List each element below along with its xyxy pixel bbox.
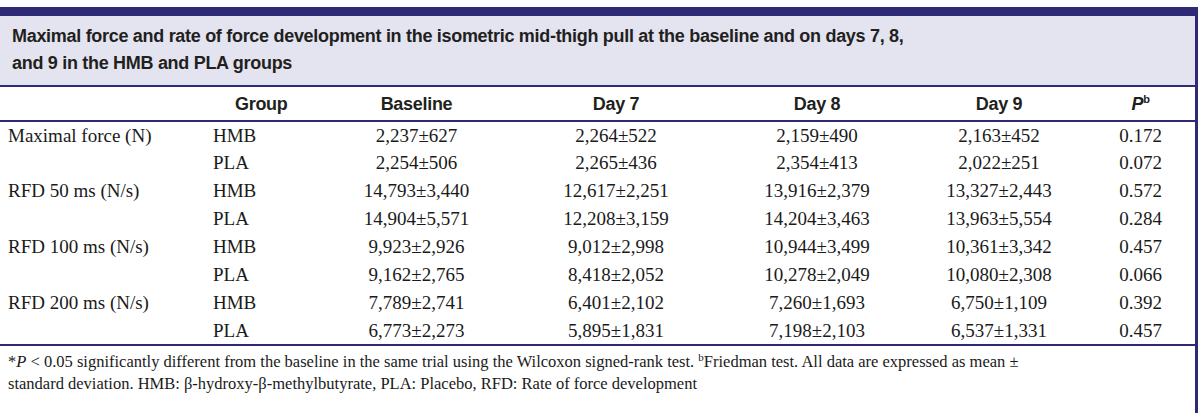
cell-p-value: 0.284: [1083, 205, 1198, 233]
table-title: Maximal force and rate of force developm…: [12, 23, 1186, 77]
cell-group: PLA: [205, 149, 320, 177]
header-row: Group Baseline Day 7 Day 8 Day 9 Pb: [0, 87, 1198, 121]
column-header-day8: Day 8: [719, 87, 915, 121]
cell-measure: RFD 200 ms (N/s): [0, 289, 205, 317]
cell-p-value: 0.072: [1083, 149, 1198, 177]
table-row: PLA 6,773±2,273 5,895±1,831 7,198±2,103 …: [0, 317, 1198, 345]
cell-baseline: 14,793±3,440: [320, 177, 513, 205]
table-title-line1: Maximal force and rate of force developm…: [12, 26, 904, 46]
cell-group: PLA: [205, 317, 320, 345]
cell-baseline: 9,162±2,765: [320, 261, 513, 289]
cell-day7: 5,895±1,831: [513, 317, 719, 345]
cell-day9: 13,327±2,443: [915, 177, 1083, 205]
cell-p-value: 0.172: [1083, 121, 1198, 149]
column-header-group: Group: [205, 87, 320, 121]
column-header-p: Pb: [1083, 87, 1198, 121]
cell-day9: 2,022±251: [915, 149, 1083, 177]
cell-baseline: 9,923±2,926: [320, 233, 513, 261]
table-row: PLA 2,254±506 2,265±436 2,354±413 2,022±…: [0, 149, 1198, 177]
table-title-band: Maximal force and rate of force developm…: [0, 16, 1198, 87]
cell-day8: 10,944±3,499: [719, 233, 915, 261]
cell-measure: [0, 149, 205, 177]
footnote-asterisk: *: [8, 352, 16, 371]
cell-baseline: 14,904±5,571: [320, 205, 513, 233]
footnote: *P < 0.05 significantly different from t…: [0, 346, 1085, 395]
cell-baseline: 2,237±627: [320, 121, 513, 149]
column-header-day7: Day 7: [513, 87, 719, 121]
cell-measure: [0, 261, 205, 289]
cell-day7: 6,401±2,102: [513, 289, 719, 317]
cell-day9: 10,080±2,308: [915, 261, 1083, 289]
cell-day9: 13,963±5,554: [915, 205, 1083, 233]
cell-day7: 8,418±2,052: [513, 261, 719, 289]
cell-day8: 2,159±490: [719, 121, 915, 149]
footnote-p-italic: P: [16, 352, 26, 371]
cell-day7: 9,012±2,998: [513, 233, 719, 261]
cell-group: HMB: [205, 177, 320, 205]
table-row: PLA 9,162±2,765 8,418±2,052 10,278±2,049…: [0, 261, 1198, 289]
cell-p-value: 0.457: [1083, 317, 1198, 345]
cell-day7: 2,265±436: [513, 149, 719, 177]
cell-group: PLA: [205, 205, 320, 233]
cell-day9: 6,750±1,109: [915, 289, 1083, 317]
cell-day8: 7,260±1,693: [719, 289, 915, 317]
cell-baseline: 6,773±2,273: [320, 317, 513, 345]
cell-day8: 10,278±2,049: [719, 261, 915, 289]
cell-group: HMB: [205, 121, 320, 149]
cell-measure: RFD 100 ms (N/s): [0, 233, 205, 261]
table-title-line2: and 9 in the HMB and PLA groups: [12, 53, 292, 73]
results-table: Group Baseline Day 7 Day 8 Day 9 Pb Maxi…: [0, 87, 1198, 346]
cell-p-value: 0.066: [1083, 261, 1198, 289]
cell-p-value: 0.392: [1083, 289, 1198, 317]
cell-baseline: 7,789±2,741: [320, 289, 513, 317]
cell-measure: [0, 205, 205, 233]
cell-p-value: 0.457: [1083, 233, 1198, 261]
table-row: PLA 14,904±5,571 12,208±3,159 14,204±3,4…: [0, 205, 1198, 233]
paper-table-figure: Maximal force and rate of force developm…: [0, 7, 1198, 413]
table-row: RFD 100 ms (N/s) HMB 9,923±2,926 9,012±2…: [0, 233, 1198, 261]
cell-baseline: 2,254±506: [320, 149, 513, 177]
cell-day8: 2,354±413: [719, 149, 915, 177]
cell-day8: 14,204±3,463: [719, 205, 915, 233]
top-rule: [0, 7, 1198, 16]
cell-day9: 2,163±452: [915, 121, 1083, 149]
cell-day9: 6,537±1,331: [915, 317, 1083, 345]
cell-day7: 12,617±2,251: [513, 177, 719, 205]
p-header-superscript: b: [1143, 93, 1149, 105]
column-header-baseline: Baseline: [320, 87, 513, 121]
column-header-measure: [0, 87, 205, 121]
cell-day9: 10,361±3,342: [915, 233, 1083, 261]
cell-measure: Maximal force (N): [0, 121, 205, 149]
cell-group: HMB: [205, 289, 320, 317]
cell-group: PLA: [205, 261, 320, 289]
cell-measure: RFD 50 ms (N/s): [0, 177, 205, 205]
table-row: Maximal force (N) HMB 2,237±627 2,264±52…: [0, 121, 1198, 149]
p-header-label: P: [1131, 94, 1143, 114]
cell-day8: 13,916±2,379: [719, 177, 915, 205]
table-row: RFD 50 ms (N/s) HMB 14,793±3,440 12,617±…: [0, 177, 1198, 205]
cell-day8: 7,198±2,103: [719, 317, 915, 345]
footnote-text-part1: < 0.05 significantly different from the …: [26, 352, 698, 371]
cell-measure: [0, 317, 205, 345]
cell-p-value: 0.572: [1083, 177, 1198, 205]
table-row: RFD 200 ms (N/s) HMB 7,789±2,741 6,401±2…: [0, 289, 1198, 317]
cell-group: HMB: [205, 233, 320, 261]
cell-day7: 2,264±522: [513, 121, 719, 149]
cell-day7: 12,208±3,159: [513, 205, 719, 233]
column-header-day9: Day 9: [915, 87, 1083, 121]
